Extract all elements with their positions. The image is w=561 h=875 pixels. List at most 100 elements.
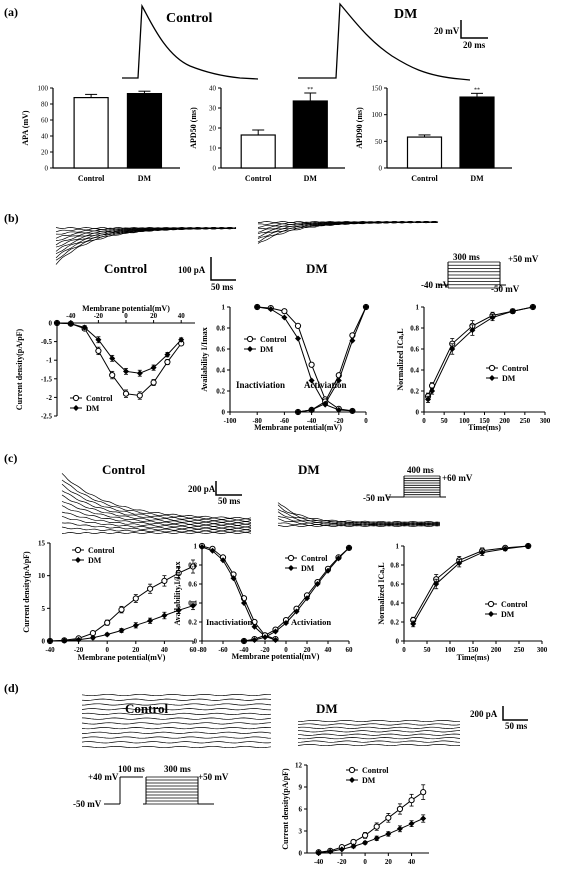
y-tick-label: 0 [49,320,53,328]
x-tick-label: Control [78,174,105,183]
y-tick-label: 0 [299,850,303,858]
x-axis-title: Time(ms) [457,653,490,662]
data-point [220,557,226,564]
x-tick-label: 50 [441,417,449,425]
current-trace [82,731,272,734]
y-tick-label: 150 [372,85,383,93]
y-tick-label: 100 [372,111,383,119]
y-tick-label: 0.4 [390,600,399,608]
x-tick-label: -40 [66,312,76,320]
y-tick-label: 0 [379,165,383,173]
trace-label-dm-a: DM [394,7,417,22]
x-tick-label: -40 [314,858,324,866]
protocol-top-b: +50 mV [508,254,539,264]
trace-label-control-d: Control [125,701,168,716]
trace-label-dm-c: DM [298,462,320,477]
y-axis-title: Normalized ICa,L [377,562,386,624]
y-tick-label: 0.2 [188,619,197,627]
x-tick-label: -40 [45,646,55,654]
current-trace [257,221,439,243]
current-trace [61,483,252,522]
x-tick-label: 20 [304,646,312,654]
data-point [75,557,81,563]
scale-current-c: 200 pA [188,484,216,494]
y-axis-title: Current density(pA/pF) [281,768,290,850]
y-tick-label: 12 [295,762,303,770]
data-point [47,638,53,644]
scale-current-b: 100 pA [178,265,206,275]
y-tick-label: 0 [416,409,420,417]
current-trace [55,227,237,265]
current-trace [277,502,441,523]
x-tick-label: 100 [459,417,470,425]
data-point [189,563,197,570]
data-point [74,546,82,554]
voltage-protocol-c [388,475,446,498]
legend-label: Control [501,600,528,609]
series-line [297,306,367,413]
data-point [469,327,476,334]
data-point [190,602,196,609]
y-tick-label: 0 [45,165,49,173]
x-tick-label: -60 [218,646,228,654]
y-axis-title: Current density(pA/pF) [22,551,31,633]
y-tick-label: 0.4 [410,367,419,375]
data-point [338,846,345,853]
current-trace [61,522,252,532]
scale-bar-b [210,257,236,281]
scale-time-c: 50 ms [218,496,241,506]
data-point [73,405,79,411]
current-trace [61,505,252,528]
chart-apd50: 0 10 20 30 40 Control DM ** APD50 (ms) [189,85,345,183]
y-tick-label: -1.5 [41,375,53,383]
y-tick-label: 6 [299,806,303,814]
current-traces-dm-b [257,221,439,244]
y-tick-label: 60 [41,117,49,125]
data-point [262,634,268,641]
series-line [297,306,367,413]
data-point [362,839,369,846]
y-tick-label: 0 [42,638,46,646]
scale-time-b: 50 ms [211,282,234,292]
data-point [132,595,139,602]
x-axis-title: Membrane potential(mV) [82,304,170,313]
data-point [164,351,171,358]
bar [240,134,276,169]
scale-bar-c [215,481,242,496]
protocol-hold-b: -40 mV [421,280,450,290]
y-tick-label: 10 [38,572,46,580]
data-point [314,581,321,587]
x-tick-label: 40 [408,858,416,866]
current-trace [81,708,272,711]
data-point [251,623,258,630]
x-tick-label: 300 [540,417,551,425]
data-point [136,392,143,399]
x-tick-label: -40 [239,646,249,654]
current-traces-control-c [61,473,252,534]
data-point [408,797,415,804]
series-line [318,791,424,853]
data-point [132,622,139,629]
trace-label-control-c: Control [102,462,145,477]
scale-bar-a [460,20,488,39]
data-point [75,636,82,643]
data-point [489,314,496,321]
data-point [308,361,315,368]
x-tick-label: 150 [468,646,479,654]
scale-time-a: 20 ms [463,40,486,50]
series-line [257,306,353,412]
data-point [509,308,516,315]
trace-label-control-a: Control [166,11,213,26]
y-axis-title: APD90 (ms) [355,107,364,149]
y-tick-label: 0.2 [390,619,399,627]
current-trace [297,737,461,740]
data-point [346,544,352,551]
data-point [272,628,279,635]
data-point [295,335,301,342]
y-tick-label: 0.4 [216,367,225,375]
trace-label-dm-b: DM [306,261,328,276]
data-point [502,545,509,552]
data-point [109,371,116,379]
data-point [54,320,60,326]
